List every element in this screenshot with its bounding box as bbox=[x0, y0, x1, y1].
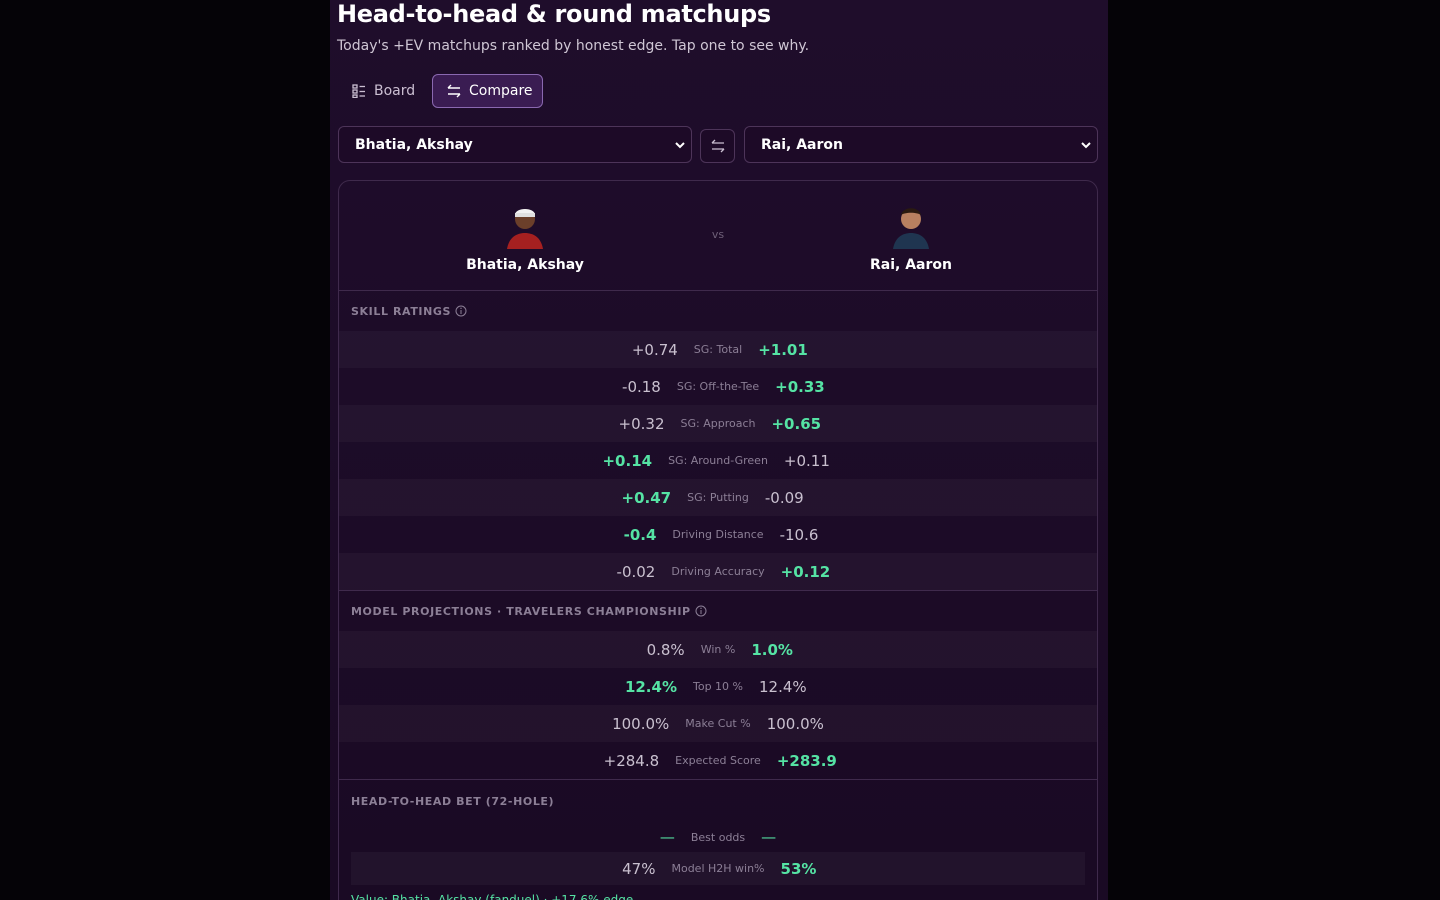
section-header: MODEL PROJECTIONS · TRAVELERS CHAMPIONSH… bbox=[339, 591, 1097, 631]
compare-card: Bhatia, Akshay vs Rai, Aaron SKILL RATIN… bbox=[338, 180, 1098, 900]
stat-section: MODEL PROJECTIONS · TRAVELERS CHAMPIONSH… bbox=[339, 591, 1097, 780]
stat-row: +284.8 Expected Score +283.9 bbox=[339, 742, 1097, 779]
swap-icon bbox=[711, 139, 724, 153]
right-value: -0.09 bbox=[764, 488, 804, 507]
right-value: +0.11 bbox=[783, 451, 830, 470]
left-value: +0.74 bbox=[631, 340, 678, 359]
right-value: 100.0% bbox=[766, 714, 824, 733]
stat-label: SG: Approach bbox=[680, 417, 756, 430]
stat-row: 47% Model H2H win% 53% bbox=[351, 852, 1085, 885]
info-icon bbox=[455, 305, 467, 317]
right-value: +1.01 bbox=[758, 340, 808, 359]
value-note: Value: Bhatia, Akshay (fanduel) · +17.6%… bbox=[351, 893, 634, 900]
right-value: — bbox=[761, 828, 777, 846]
section-title: SKILL RATINGS bbox=[351, 304, 452, 318]
left-value: — bbox=[659, 828, 675, 846]
stat-row: -0.02 Driving Accuracy +0.12 bbox=[339, 553, 1097, 590]
tab-label: Board bbox=[374, 83, 416, 99]
right-value: +0.65 bbox=[771, 414, 822, 433]
stat-row: +0.32 SG: Approach +0.65 bbox=[339, 405, 1097, 442]
player-left: Bhatia, Akshay bbox=[425, 199, 625, 273]
left-value: 100.0% bbox=[612, 714, 670, 733]
left-value: +0.47 bbox=[621, 488, 672, 507]
left-value: 0.8% bbox=[646, 640, 685, 659]
chevron bbox=[675, 142, 685, 149]
stat-label: Top 10 % bbox=[692, 680, 743, 693]
stat-row: 12.4% Top 10 % 12.4% bbox=[339, 668, 1097, 705]
stat-label: Driving Distance bbox=[672, 528, 764, 541]
stat-row: 0.8% Win % 1.0% bbox=[339, 631, 1097, 668]
stat-label: Win % bbox=[700, 643, 736, 656]
page-subtitle: Today's +EV matchups ranked by honest ed… bbox=[337, 38, 810, 54]
rows: +0.74 SG: Total +1.01 -0.18 SG: Off-the-Tee +… bbox=[339, 331, 1097, 590]
stat-label: Best odds bbox=[690, 830, 746, 844]
stat-row: -0.18 SG: Off-the-Tee +0.33 bbox=[339, 368, 1097, 405]
section-header: HEAD-TO-HEAD BET (72-HOLE) bbox=[351, 794, 555, 808]
player-select-left[interactable]: Bhatia, Akshay bbox=[338, 126, 692, 163]
stat-row: -0.4 Driving Distance -10.6 bbox=[339, 516, 1097, 553]
player-name: Bhatia, Akshay bbox=[466, 257, 584, 273]
board-tab[interactable]: Board bbox=[340, 74, 424, 108]
stat-row: — Best odds — bbox=[339, 822, 1097, 852]
right-value: +0.12 bbox=[780, 562, 831, 581]
right-value: 1.0% bbox=[751, 640, 793, 659]
left-value: +284.8 bbox=[603, 751, 660, 770]
avatar bbox=[507, 209, 543, 249]
left-value: 12.4% bbox=[624, 677, 677, 696]
select-value: Bhatia, Akshay bbox=[355, 136, 473, 153]
stat-label: SG: Off-the-Tee bbox=[676, 380, 760, 393]
stat-label: SG: Around-Green bbox=[668, 454, 768, 467]
stat-section: SKILL RATINGS +0.74 SG: Total +1.01 -0.18 SG:… bbox=[339, 291, 1097, 591]
chevron bbox=[1081, 142, 1091, 149]
left-value: -0.18 bbox=[622, 377, 661, 396]
compare-icon bbox=[447, 84, 461, 98]
right-value: -10.6 bbox=[779, 525, 819, 544]
stat-label: Expected Score bbox=[675, 754, 761, 767]
player-right: Rai, Aaron bbox=[811, 199, 1011, 273]
player-select-right[interactable]: Rai, Aaron bbox=[744, 126, 1098, 163]
section-title: MODEL PROJECTIONS · TRAVELERS CHAMPIONSH… bbox=[351, 604, 691, 618]
sections: SKILL RATINGS +0.74 SG: Total +1.01 -0.18 SG:… bbox=[339, 291, 1097, 780]
players-header: Bhatia, Akshay vs Rai, Aaron bbox=[339, 181, 1097, 291]
stat-row: +0.47 SG: Putting -0.09 bbox=[339, 479, 1097, 516]
right-value: 12.4% bbox=[759, 677, 807, 696]
stat-label: Model H2H win% bbox=[671, 862, 765, 875]
avatar bbox=[893, 208, 929, 249]
vs-label: vs bbox=[711, 228, 725, 241]
left-value: +0.32 bbox=[618, 414, 665, 433]
right-value: +0.33 bbox=[775, 377, 825, 396]
left-value: +0.14 bbox=[602, 451, 653, 470]
stat-label: SG: Putting bbox=[687, 491, 749, 504]
stat-label: Driving Accuracy bbox=[671, 565, 765, 578]
rows: 0.8% Win % 1.0% 12.4% Top 10 % 12.4% 100.0% Mak… bbox=[339, 631, 1097, 779]
left-value: 47% bbox=[622, 859, 656, 878]
swap-button[interactable] bbox=[700, 129, 735, 163]
player-name: Rai, Aaron bbox=[870, 257, 952, 273]
section-header: SKILL RATINGS bbox=[339, 291, 1097, 331]
left-value: -0.02 bbox=[616, 562, 656, 581]
board-icon bbox=[352, 84, 365, 98]
page-title: Head-to-head & round matchups bbox=[337, 0, 771, 28]
left-value: -0.4 bbox=[623, 525, 657, 544]
right-value: 53% bbox=[780, 859, 817, 878]
info-icon bbox=[695, 605, 707, 617]
stat-label: Make Cut % bbox=[685, 717, 751, 730]
stat-row: +0.74 SG: Total +1.01 bbox=[339, 331, 1097, 368]
stat-row: +0.14 SG: Around-Green +0.11 bbox=[339, 442, 1097, 479]
main-column: Head-to-head & round matchups Today's +E… bbox=[330, 0, 1108, 900]
stat-row: 100.0% Make Cut % 100.0% bbox=[339, 705, 1097, 742]
stat-label: SG: Total bbox=[693, 343, 743, 356]
right-value: +283.9 bbox=[776, 751, 837, 770]
h2h-section: HEAD-TO-HEAD BET (72-HOLE) — Best odds —47%… bbox=[339, 780, 1097, 900]
tab-label: Compare bbox=[469, 83, 533, 99]
select-value: Rai, Aaron bbox=[761, 136, 843, 153]
compare-tab[interactable]: Compare bbox=[432, 74, 543, 108]
